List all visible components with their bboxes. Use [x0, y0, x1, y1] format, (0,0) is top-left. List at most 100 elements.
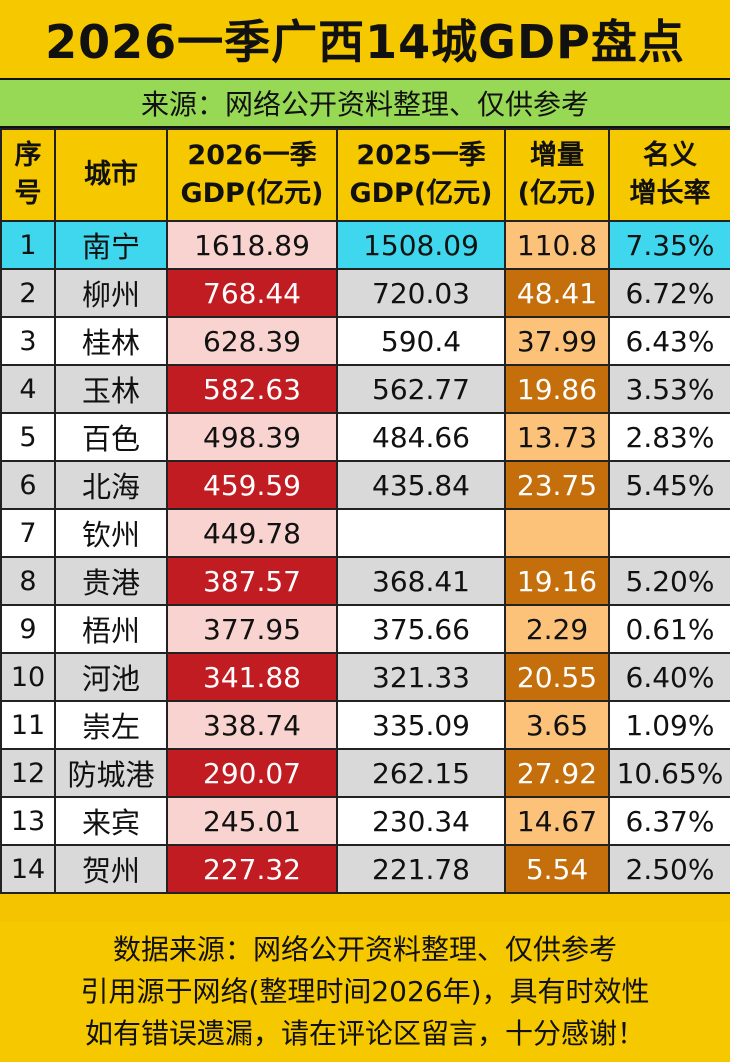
cell-index: 3 [0, 316, 56, 366]
header-index-line2: 号 [14, 178, 42, 209]
cell-growth: 1.09% [608, 700, 730, 750]
footer-line-source: 数据来源：网络公开资料整理、仅供参考 [112, 933, 617, 966]
footer-line-thanks: 如有错误遗漏，请在评论区留言，十分感谢！ [84, 1017, 645, 1050]
cell-city: 崇左 [54, 700, 168, 750]
cell-gdp-2025: 562.77 [336, 364, 506, 414]
page-subtitle: 来源：网络公开资料整理、仅供参考 [0, 80, 730, 128]
cell-gdp-2025: 375.66 [336, 604, 506, 654]
cell-index: 8 [0, 556, 56, 606]
header-gdp-2025-line1: 2025一季 [356, 140, 486, 171]
header-growth-line2: 增长率 [629, 178, 711, 209]
cell-growth: 5.20% [608, 556, 730, 606]
cell-increase: 2.29 [504, 604, 610, 654]
cell-index: 10 [0, 652, 56, 702]
table-row: 6 北海 459.59 435.84 23.75 5.45% [0, 460, 730, 510]
cell-growth: 6.37% [608, 796, 730, 846]
table-header-row: 序 号 城市 2026一季 GDP(亿元) 2025一季 GDP(亿元) 增量 … [0, 128, 730, 222]
cell-gdp-2026: 227.32 [166, 844, 338, 894]
header-increase-line2: (亿元) [517, 178, 597, 209]
table-row: 8 贵港 387.57 368.41 19.16 5.20% [0, 556, 730, 606]
cell-gdp-2026: 1618.89 [166, 220, 338, 270]
header-growth: 名义 增长率 [608, 128, 730, 222]
cell-increase: 19.86 [504, 364, 610, 414]
cell-gdp-2026: 377.95 [166, 604, 338, 654]
cell-gdp-2026: 498.39 [166, 412, 338, 462]
cell-growth: 3.53% [608, 364, 730, 414]
cell-gdp-2026: 290.07 [166, 748, 338, 798]
header-index-line1: 序 [14, 140, 42, 171]
cell-increase: 3.65 [504, 700, 610, 750]
cell-growth: 5.45% [608, 460, 730, 510]
cell-city: 防城港 [54, 748, 168, 798]
cell-index: 5 [0, 412, 56, 462]
cell-increase: 110.8 [504, 220, 610, 270]
cell-growth: 10.65% [608, 748, 730, 798]
cell-increase: 5.54 [504, 844, 610, 894]
cell-increase: 48.41 [504, 268, 610, 318]
cell-gdp-2026: 628.39 [166, 316, 338, 366]
cell-gdp-2025: 230.34 [336, 796, 506, 846]
cell-gdp-2025: 720.03 [336, 268, 506, 318]
table-row: 12 防城港 290.07 262.15 27.92 10.65% [0, 748, 730, 798]
cell-gdp-2025: 590.4 [336, 316, 506, 366]
cell-gdp-2025: 435.84 [336, 460, 506, 510]
table-row: 11 崇左 338.74 335.09 3.65 1.09% [0, 700, 730, 750]
cell-city: 来宾 [54, 796, 168, 846]
cell-city: 北海 [54, 460, 168, 510]
cell-gdp-2026: 459.59 [166, 460, 338, 510]
cell-increase [504, 508, 610, 558]
cell-index: 14 [0, 844, 56, 894]
cell-increase: 37.99 [504, 316, 610, 366]
cell-index: 2 [0, 268, 56, 318]
cell-increase: 23.75 [504, 460, 610, 510]
footer-line-timeliness: 引用源于网络(整理时间2026年)，具有时效性 [80, 975, 650, 1008]
table-row: 10 河池 341.88 321.33 20.55 6.40% [0, 652, 730, 702]
cell-index: 13 [0, 796, 56, 846]
table-row: 2 柳州 768.44 720.03 48.41 6.72% [0, 268, 730, 318]
header-gdp-2026-line2: GDP(亿元) [180, 178, 324, 209]
cell-increase: 14.67 [504, 796, 610, 846]
cell-growth [608, 508, 730, 558]
cell-increase: 20.55 [504, 652, 610, 702]
cell-gdp-2025: 321.33 [336, 652, 506, 702]
header-gdp-2025: 2025一季 GDP(亿元) [336, 128, 506, 222]
cell-increase: 19.16 [504, 556, 610, 606]
cell-gdp-2025: 368.41 [336, 556, 506, 606]
cell-city: 梧州 [54, 604, 168, 654]
cell-increase: 13.73 [504, 412, 610, 462]
table-row: 9 梧州 377.95 375.66 2.29 0.61% [0, 604, 730, 654]
table-row: 13 来宾 245.01 230.34 14.67 6.37% [0, 796, 730, 846]
cell-gdp-2026: 338.74 [166, 700, 338, 750]
cell-gdp-2026: 387.57 [166, 556, 338, 606]
cell-increase: 27.92 [504, 748, 610, 798]
cell-index: 4 [0, 364, 56, 414]
cell-gdp-2025: 1508.09 [336, 220, 506, 270]
cell-city: 贺州 [54, 844, 168, 894]
cell-city: 南宁 [54, 220, 168, 270]
cell-city: 玉林 [54, 364, 168, 414]
table-row: 1 南宁 1618.89 1508.09 110.8 7.35% [0, 220, 730, 270]
cell-gdp-2026: 341.88 [166, 652, 338, 702]
table-row: 3 桂林 628.39 590.4 37.99 6.43% [0, 316, 730, 366]
cell-growth: 7.35% [608, 220, 730, 270]
header-gdp-2026-line1: 2026一季 [187, 140, 317, 171]
cell-gdp-2026: 449.78 [166, 508, 338, 558]
footer-note: 数据来源：网络公开资料整理、仅供参考 引用源于网络(整理时间2026年)，具有时… [0, 922, 730, 1062]
cell-index: 1 [0, 220, 56, 270]
cell-city: 贵港 [54, 556, 168, 606]
cell-growth: 0.61% [608, 604, 730, 654]
cell-gdp-2026: 245.01 [166, 796, 338, 846]
header-gdp-2025-line2: GDP(亿元) [349, 178, 493, 209]
cell-index: 11 [0, 700, 56, 750]
cell-city: 柳州 [54, 268, 168, 318]
cell-index: 7 [0, 508, 56, 558]
table-row: 14 贺州 227.32 221.78 5.54 2.50% [0, 844, 730, 894]
header-increase: 增量 (亿元) [504, 128, 610, 222]
page-title: 2026一季广西14城GDP盘点 [0, 0, 730, 80]
cell-gdp-2025: 335.09 [336, 700, 506, 750]
header-index: 序 号 [0, 128, 56, 222]
cell-growth: 2.83% [608, 412, 730, 462]
cell-gdp-2026: 582.63 [166, 364, 338, 414]
table-row: 5 百色 498.39 484.66 13.73 2.83% [0, 412, 730, 462]
